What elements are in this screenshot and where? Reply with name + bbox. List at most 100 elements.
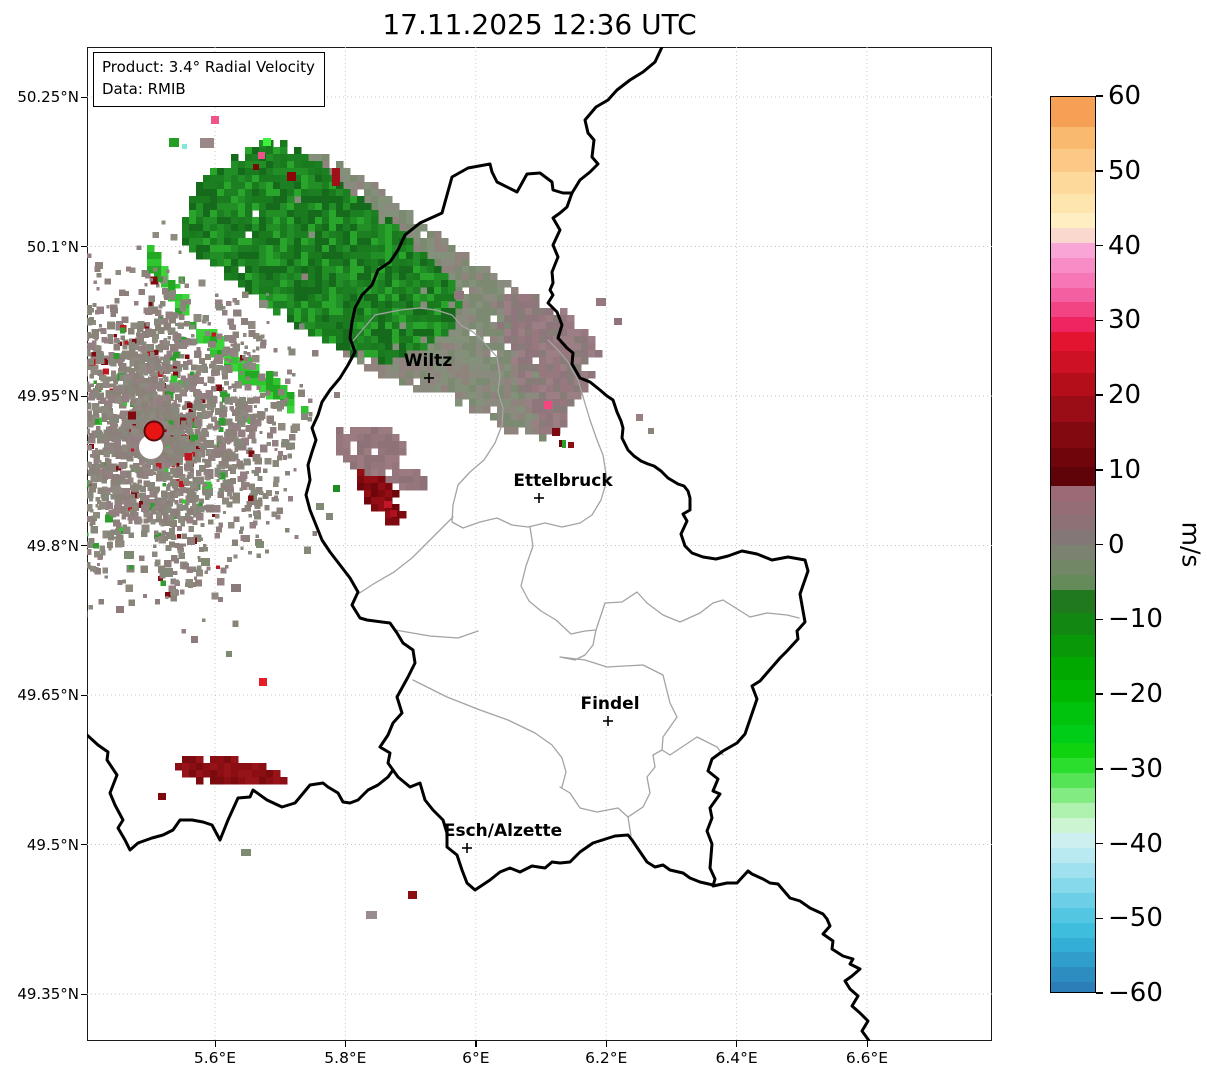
colorbar-band xyxy=(1051,212,1095,228)
colorbar-tick-mark xyxy=(1096,394,1103,396)
colorbar-band xyxy=(1051,287,1095,303)
colorbar-band xyxy=(1051,832,1095,848)
colorbar-band xyxy=(1051,803,1095,819)
colorbar-band xyxy=(1051,485,1095,501)
product-info-line: Product: 3.4° Radial Velocity xyxy=(102,58,315,76)
colorbar-band xyxy=(1051,317,1095,333)
colorbar-tick-mark xyxy=(1096,469,1103,471)
colorbar-band xyxy=(1051,515,1095,531)
colorbar-tick-mark xyxy=(1096,543,1103,546)
city-markers xyxy=(424,373,613,853)
colorbar-band xyxy=(1051,818,1095,833)
radar-blob-dark-green-core xyxy=(182,140,463,365)
colorbar-band xyxy=(1051,97,1095,127)
y-tick-label: 49.35°N xyxy=(17,985,79,1003)
colorbar-band xyxy=(1051,545,1095,561)
figure-title: 17.11.2025 12:36 UTC xyxy=(382,8,697,41)
colorbar-tick-label: 60 xyxy=(1108,81,1142,111)
colorbar-band xyxy=(1051,922,1095,938)
colorbar-tick-label: −40 xyxy=(1108,828,1163,859)
colorbar-band xyxy=(1051,982,1095,992)
colorbar-tick-label: −60 xyxy=(1108,978,1163,1008)
colorbar-tick-mark xyxy=(1096,842,1103,845)
y-tick-label: 49.95°N xyxy=(17,387,79,405)
colorbar-tick-label: 20 xyxy=(1108,380,1142,410)
city-label-findel: Findel xyxy=(580,694,640,714)
y-tick-label: 50.25°N xyxy=(17,88,79,106)
radar-site-marker xyxy=(139,420,165,459)
colorbar-band xyxy=(1051,937,1095,953)
colorbar-band xyxy=(1051,194,1095,213)
data-source-line: Data: RMIB xyxy=(102,79,186,98)
x-tick-mark xyxy=(475,1041,477,1047)
colorbar-band xyxy=(1051,788,1095,804)
radar-echo-field xyxy=(147,140,603,785)
colorbar-band xyxy=(1051,171,1095,195)
colorbar-band xyxy=(1051,657,1095,680)
x-tick-mark xyxy=(344,1041,347,1047)
colorbar-tick-label: −20 xyxy=(1108,679,1163,709)
colorbar-tick-mark xyxy=(1096,95,1103,97)
x-tick-label: 6.2°E xyxy=(585,1049,628,1067)
y-tick-mark xyxy=(81,993,87,995)
colorbar-band xyxy=(1051,560,1095,576)
colorbar xyxy=(1050,96,1096,993)
colorbar-band xyxy=(1051,302,1095,318)
y-tick-label: 49.65°N xyxy=(17,686,79,704)
y-tick-mark xyxy=(81,395,87,397)
y-tick-mark xyxy=(81,545,87,547)
colorbar-band xyxy=(1051,967,1095,983)
colorbar-tick-mark xyxy=(1096,244,1103,247)
colorbar-band xyxy=(1051,575,1095,591)
colorbar-tick-mark xyxy=(1096,768,1103,770)
map-canvas xyxy=(87,47,992,1041)
colorbar-tick-label: 10 xyxy=(1108,454,1142,485)
country-borders xyxy=(87,47,872,1041)
x-tick-label: 6°E xyxy=(462,1049,490,1067)
colorbar-band xyxy=(1051,907,1095,923)
y-tick-label: 50.1°N xyxy=(26,237,79,256)
colorbar-band xyxy=(1051,877,1095,893)
colorbar-band xyxy=(1051,242,1095,258)
colorbar-tick-mark xyxy=(1096,693,1103,695)
y-tick-label: 49.5°N xyxy=(26,835,79,854)
city-label-wiltz: Wiltz xyxy=(403,351,453,371)
colorbar-band xyxy=(1051,702,1095,725)
x-tick-mark xyxy=(605,1041,607,1047)
colorbar-band xyxy=(1051,500,1095,516)
colorbar-tick-label: 50 xyxy=(1108,155,1142,186)
colorbar-band xyxy=(1051,373,1095,396)
colorbar-band xyxy=(1051,257,1095,273)
radar-blob-dark-red-south xyxy=(175,756,288,785)
colorbar-band xyxy=(1051,758,1095,774)
radar-blob-dark-red-mid xyxy=(357,469,407,526)
y-tick-mark xyxy=(81,96,87,98)
colorbar-tick-mark xyxy=(1096,618,1103,621)
y-tick-mark xyxy=(81,694,87,696)
colorbar-unit-label: m/s xyxy=(1176,521,1206,567)
colorbar-band xyxy=(1051,952,1095,968)
radar-blob-mauve-mid-cluster xyxy=(336,427,428,491)
y-tick-mark xyxy=(81,844,87,846)
colorbar-band xyxy=(1051,227,1095,243)
colorbar-tick-label: 0 xyxy=(1108,529,1125,560)
colorbar-band xyxy=(1051,332,1095,352)
colorbar-band xyxy=(1051,448,1095,467)
colorbar-tick-mark xyxy=(1096,917,1103,920)
colorbar-band xyxy=(1051,590,1095,613)
colorbar-band xyxy=(1051,126,1095,150)
colorbar-tick-mark xyxy=(1096,319,1103,322)
colorbar-band xyxy=(1051,679,1095,703)
colorbar-tick-label: −10 xyxy=(1108,604,1163,635)
radar-blob-mauve-east-extension xyxy=(497,294,603,435)
x-tick-label: 5.6°E xyxy=(193,1049,237,1067)
city-label-esch-alzette: Esch/Alzette xyxy=(443,821,563,841)
colorbar-band xyxy=(1051,847,1095,863)
colorbar-band xyxy=(1051,892,1095,908)
y-tick-label: 49.8°N xyxy=(26,536,79,555)
colorbar-band xyxy=(1051,862,1095,878)
colorbar-band xyxy=(1051,351,1095,374)
x-tick-label: 5.8°E xyxy=(324,1049,367,1067)
x-tick-label: 6.4°E xyxy=(715,1049,758,1067)
